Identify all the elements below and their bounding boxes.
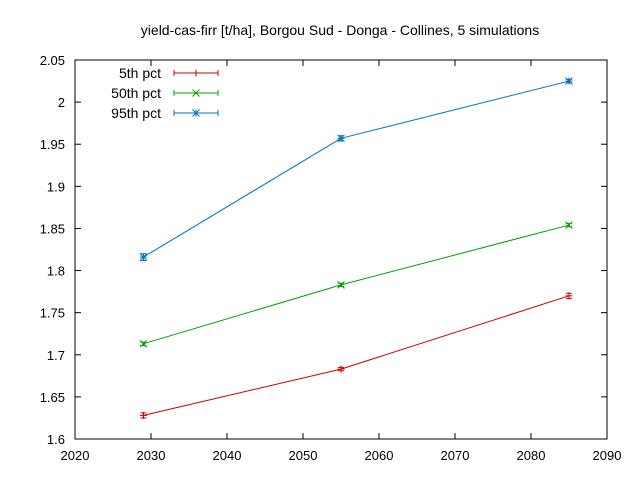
x-tick-label: 2020 (61, 448, 90, 463)
x-tick-label: 2040 (213, 448, 242, 463)
data-point (337, 134, 345, 143)
plot-frame (74, 59, 608, 440)
series-95th-pct (139, 77, 573, 261)
x-tick-label: 2030 (137, 448, 166, 463)
series-line (143, 224, 570, 345)
legend-marker (192, 89, 200, 97)
legend-marker (192, 69, 200, 77)
y-tick-label: 1.9 (47, 179, 65, 194)
data-point (139, 253, 148, 261)
series-50th-pct (139, 221, 573, 348)
series-line (143, 80, 570, 258)
chart-title: yield-cas-firr [t/ha], Borgou Sud - Dong… (141, 22, 539, 38)
series-line (143, 295, 570, 416)
y-tick-label: 1.75 (40, 306, 65, 321)
legend: 5th pct 50th pct 95th pct (111, 65, 219, 121)
data-point (565, 77, 573, 85)
series-layer (139, 77, 573, 419)
x-tick-label: 2050 (289, 448, 318, 463)
x-tick-label: 2060 (365, 448, 394, 463)
legend-item: 95th pct (111, 105, 219, 121)
legend-label: 50th pct (111, 85, 161, 101)
data-point (565, 221, 573, 229)
y-tick-label: 1.85 (40, 221, 65, 236)
y-tick-label: 1.8 (47, 264, 65, 279)
data-point (337, 365, 345, 373)
legend-label: 95th pct (111, 105, 161, 121)
data-point (139, 339, 148, 348)
y-tick-label: 1.95 (40, 137, 65, 152)
data-point (139, 411, 147, 419)
x-axis: 2020 2030 2040 2050 2060 2070 2080 2090 (61, 60, 622, 463)
y-axis: 1.6 1.65 1.7 1.75 1.8 1.85 1.9 1.95 2 2.05 (40, 53, 607, 447)
y-tick-label: 1.7 (47, 348, 65, 363)
y-tick-label: 2 (58, 95, 65, 110)
legend-item: 50th pct (111, 85, 219, 101)
legend-label: 5th pct (119, 65, 161, 81)
legend-marker (192, 109, 200, 117)
legend-item: 5th pct (119, 65, 219, 81)
x-tick-label: 2070 (441, 448, 470, 463)
x-tick-label: 2090 (593, 448, 622, 463)
series-5th-pct (139, 292, 573, 419)
y-tick-label: 1.6 (47, 432, 65, 447)
data-point (337, 281, 345, 289)
data-point (565, 292, 573, 300)
y-tick-label: 1.65 (40, 390, 65, 405)
y-tick-label: 2.05 (40, 53, 65, 68)
x-tick-label: 2080 (517, 448, 546, 463)
